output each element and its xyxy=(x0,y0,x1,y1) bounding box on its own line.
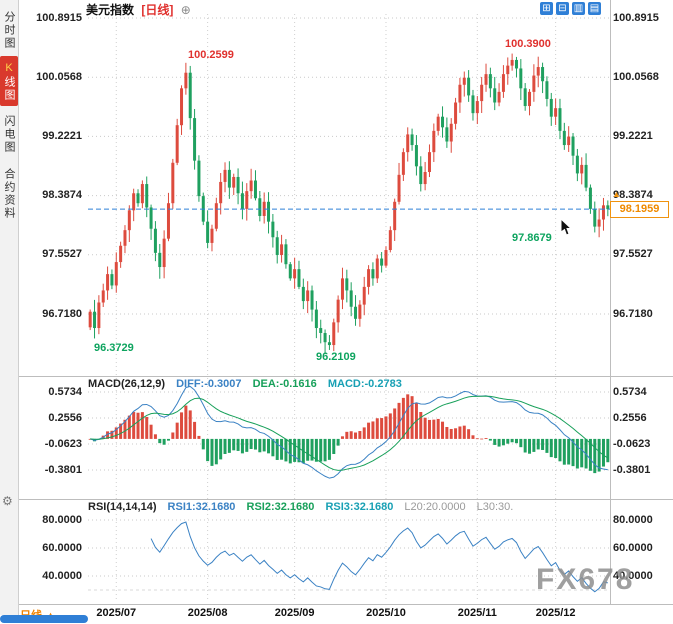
price-annotation-low2: 96.2109 xyxy=(316,351,356,363)
rsi-header: RSI(14,14,14) RSI1:32.1680 RSI2:32.1680 … xyxy=(88,501,513,513)
macd-params: MACD(26,12,9) xyxy=(88,378,166,390)
y-axis-label: 99.2221 xyxy=(42,130,82,142)
left-sidebar: 分时图 K线图 闪电图 合约资料 xyxy=(0,0,19,615)
sidebar-tab-lightning-chart[interactable]: 闪电图 xyxy=(3,114,15,154)
candlestick-icon[interactable]: ▤ xyxy=(588,2,601,15)
macd-axis-label: -0.3801 xyxy=(613,464,651,476)
y-axis-label: 96.7180 xyxy=(613,308,653,320)
x-axis-label: 2025/08 xyxy=(187,607,228,619)
sidebar-tab-time-chart[interactable]: 分时图 xyxy=(3,10,15,50)
macd-axis-label: 0.2556 xyxy=(48,412,82,424)
sidebar-tab-contract-info[interactable]: 合约资料 xyxy=(3,168,15,220)
y-axis-label: 98.3874 xyxy=(42,189,82,201)
rsi-axis-label: 60.0000 xyxy=(613,542,653,554)
macd-dea-value: DEA:-0.1616 xyxy=(252,378,317,390)
rsi-axis-label: 80.0000 xyxy=(613,514,653,526)
multi-panel-icon[interactable]: ⊟ xyxy=(556,2,569,15)
mouse-cursor-icon xyxy=(560,219,573,236)
rsi-l20-value: L20:20.0000 xyxy=(404,501,466,513)
macd-header: MACD(26,12,9) DIFF:-0.3007 DEA:-0.1616 M… xyxy=(88,378,402,390)
macd-axis-label: -0.0623 xyxy=(44,438,82,450)
period-label: [日线] xyxy=(141,3,174,17)
rsi1-value: RSI1:32.1680 xyxy=(167,501,236,513)
chart-header: 美元指数 [日线] ⊕ xyxy=(86,1,191,18)
toolbar-icons: ⊞ ⊟ ▥ ▤ xyxy=(540,2,601,15)
rsi-axis-label: 80.0000 xyxy=(42,514,82,526)
macd-axis-label: 0.2556 xyxy=(613,412,647,424)
macd-axis-label: -0.0623 xyxy=(613,438,651,450)
x-axis-label: 2025/09 xyxy=(274,607,315,619)
y-axis-label: 98.3874 xyxy=(613,189,653,201)
macd-macd-value: MACD:-0.2783 xyxy=(327,378,402,390)
rsi-axis-label: 40.0000 xyxy=(613,570,653,582)
rsi-axis-label: 40.0000 xyxy=(42,570,82,582)
macd-diff-value: DIFF:-0.3007 xyxy=(176,378,242,390)
watermark: FX678 xyxy=(536,563,635,596)
expand-icon[interactable]: ⊕ xyxy=(180,3,191,17)
y-axis-label: 100.0568 xyxy=(613,71,659,83)
price-marker-arrow-icon: ▲ xyxy=(612,189,621,199)
rsi2-value: RSI2:32.1680 xyxy=(246,501,315,513)
x-axis-label: 2025/07 xyxy=(96,607,137,619)
y-axis-label: 100.8915 xyxy=(36,12,82,24)
rsi-l30-value: L30:30. xyxy=(476,501,514,513)
sidebar-tab-kline-chart[interactable]: K线图 xyxy=(0,56,18,106)
y-axis-label: 97.5527 xyxy=(42,248,82,260)
x-axis-label: 2025/12 xyxy=(535,607,576,619)
macd-axis-label: -0.3801 xyxy=(44,464,82,476)
settings-gear-icon[interactable]: ⚙ xyxy=(2,494,13,508)
macd-axis-label: 0.5734 xyxy=(613,386,647,398)
price-annotation-low3: 97.8679 xyxy=(512,232,552,244)
bar-chart-icon[interactable]: ▥ xyxy=(572,2,585,15)
horizontal-scrollbar-thumb[interactable] xyxy=(0,615,88,623)
symbol-name: 美元指数 xyxy=(86,3,135,17)
rsi-axis-label: 60.0000 xyxy=(42,542,82,554)
grid-layout-icon[interactable]: ⊞ xyxy=(540,2,553,15)
current-price-tag: 98.1959 xyxy=(610,201,669,218)
price-annotation-low1: 96.3729 xyxy=(94,342,134,354)
y-axis-label: 97.5527 xyxy=(613,248,653,260)
macd-axis-label: 0.5734 xyxy=(48,386,82,398)
y-axis-label: 96.7180 xyxy=(42,308,82,320)
y-axis-label: 100.0568 xyxy=(36,71,82,83)
y-axis-label: 99.2221 xyxy=(613,130,653,142)
x-axis-label: 2025/10 xyxy=(366,607,406,619)
x-axis-label: 2025/11 xyxy=(457,607,497,619)
price-annotation-high2: 100.3900 xyxy=(505,38,551,50)
rsi-params: RSI(14,14,14) xyxy=(88,501,157,513)
rsi3-value: RSI3:32.1680 xyxy=(325,501,394,513)
price-annotation-high1: 100.2599 xyxy=(188,49,234,61)
y-axis-label: 100.8915 xyxy=(613,12,659,24)
